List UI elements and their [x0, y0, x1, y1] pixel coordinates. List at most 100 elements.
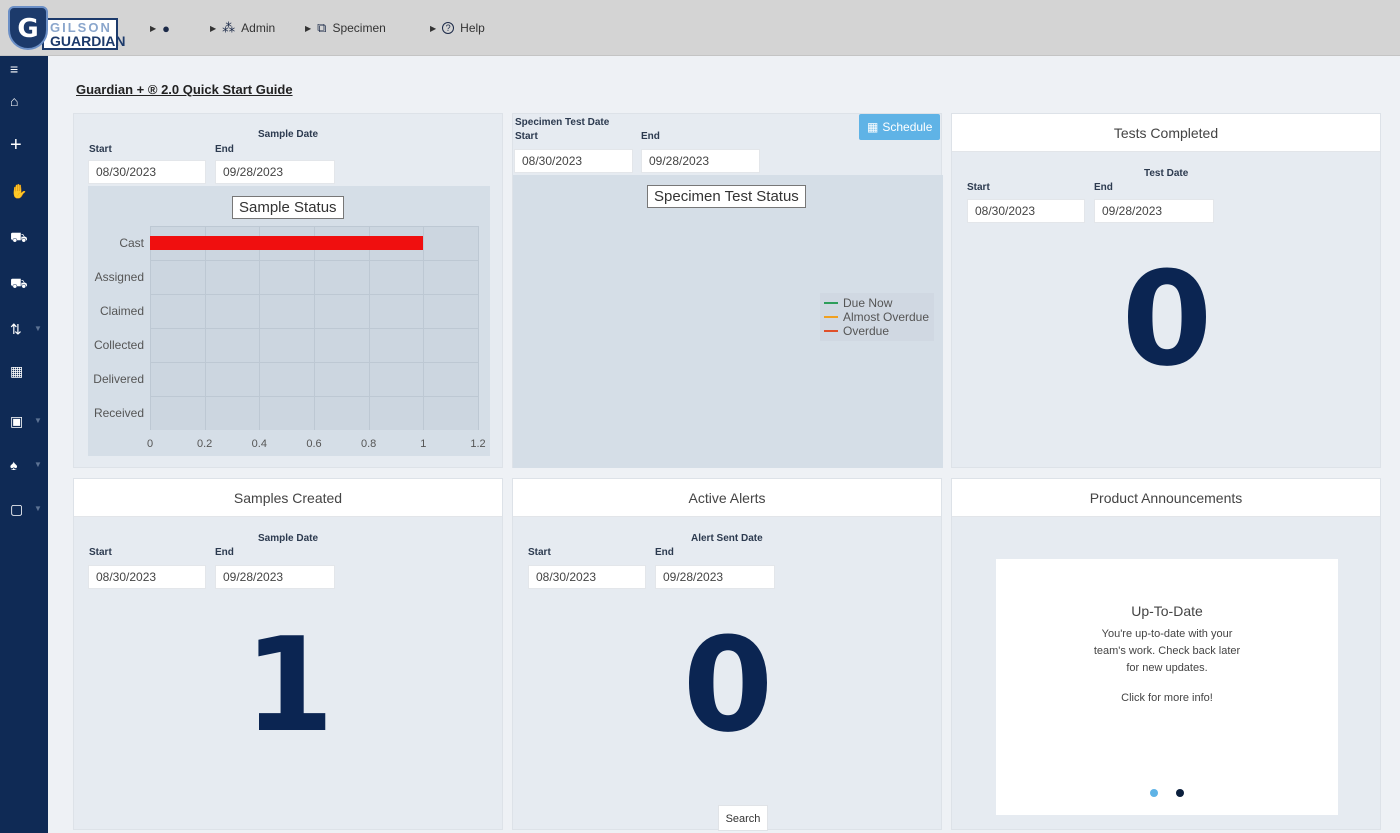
legend-swatch [824, 330, 838, 332]
caret-right-icon: ▶ [430, 23, 437, 33]
legend-item-due-now[interactable]: Due Now [824, 296, 930, 310]
shield-icon: G [8, 6, 48, 50]
category-label: Received [93, 406, 144, 420]
sidebar-item-transfer[interactable]: ⇅ ▼ [0, 318, 48, 342]
announcement-more-info-link[interactable]: Click for more info! [1121, 692, 1213, 704]
tests-completed-count[interactable]: 0 [1121, 243, 1213, 395]
nav-admin-label: Admin [241, 21, 276, 35]
end-label: End [1094, 182, 1113, 193]
calendar-icon: ▦ [867, 120, 879, 134]
end-label: End [215, 547, 234, 558]
announcement-line-2: team's work. Check back later [1093, 645, 1241, 657]
x-tick-label: 0 [146, 438, 154, 450]
bell-icon: ♠ [10, 457, 18, 473]
legend-item-overdue[interactable]: Overdue [824, 324, 930, 338]
start-date-input[interactable]: 08/30/2023 [528, 565, 646, 589]
end-date-input[interactable]: 09/28/2023 [641, 149, 760, 173]
end-label: End [215, 144, 234, 155]
start-label: Start [515, 131, 538, 142]
truck-icon: ⛟ [10, 275, 28, 291]
end-label: End [655, 547, 674, 558]
sample-status-chart: Sample Status Cast Assigned Claimed Collect… [88, 186, 490, 456]
samples-created-panel: Samples Created Sample Date Start End 08… [73, 478, 503, 830]
specimen-test-status-panel: Specimen Test Date Start End 08/30/2023 … [512, 113, 943, 468]
start-date-input[interactable]: 08/30/2023 [514, 149, 633, 173]
start-date-input[interactable]: 08/30/2023 [88, 160, 206, 184]
samples-created-count[interactable]: 1 [243, 609, 335, 761]
sidebar-item-delivery[interactable]: ⛟ [0, 272, 48, 296]
start-date-input[interactable]: 08/30/2023 [967, 199, 1085, 223]
sidebar-item-alerts[interactable]: ♠ ▼ [0, 454, 48, 478]
sidebar-item-collect[interactable]: ✋ [0, 180, 48, 204]
schedule-button[interactable]: ▦ Schedule [859, 114, 941, 140]
nav-user-menu[interactable]: ▶ ● [150, 0, 170, 56]
sidebar-item-home[interactable]: ⌂ [0, 90, 48, 114]
chart-gridline [478, 226, 479, 430]
x-tick-label: 1 [420, 438, 427, 450]
announcement-card[interactable]: Up-To-Date You're up-to-date with your t… [996, 559, 1338, 815]
sidebar-item-add[interactable]: + [0, 134, 48, 158]
active-alerts-count[interactable]: 0 [682, 609, 774, 761]
chart-gridline [150, 226, 478, 227]
chart-title: Sample Status [232, 196, 344, 219]
category-label: Cast [119, 236, 144, 250]
carousel-dot[interactable] [1150, 789, 1158, 797]
test-date-filter-title: Test Date [1144, 168, 1189, 179]
caret-right-icon: ▶ [305, 23, 312, 33]
legend-item-almost-overdue[interactable]: Almost Overdue [824, 310, 930, 324]
logo-bottom-text: GUARDIAN [50, 33, 126, 49]
sidebar-item-calculator[interactable]: ▣ ▼ [0, 410, 48, 434]
panel-title: Active Alerts [513, 479, 941, 517]
end-date-input[interactable]: 09/28/2023 [215, 565, 335, 589]
sample-status-panel: Sample Date Start End 08/30/2023 09/28/2… [73, 113, 503, 468]
bar-cast[interactable] [150, 236, 424, 251]
announcement-line-1: You're up-to-date with your [1101, 628, 1233, 640]
start-label: Start [528, 547, 551, 558]
sidebar: ≡ ⌂ + ✋ ⛟ ⛟ ⇅ ▼ ▦ ▣ ▼ ♠ ▼ ▢ ▼ [0, 56, 48, 833]
chevron-down-icon: ▼ [34, 504, 42, 513]
legend-swatch [824, 302, 838, 304]
logo-top-text: GILSON [50, 20, 112, 35]
nav-specimen-label: Specimen [332, 21, 386, 35]
chevron-down-icon: ▼ [34, 460, 42, 469]
chart-legend: Due Now Almost Overdue Overdue [820, 293, 934, 341]
specimen-test-date-filter-title: Specimen Test Date [515, 117, 610, 128]
schedule-button-label: Schedule [882, 120, 933, 134]
quick-start-guide-link[interactable]: Guardian + ® 2.0 Quick Start Guide [76, 82, 293, 97]
clipboard-icon: ▢ [10, 501, 24, 517]
top-navbar: GILSON GUARDIAN G ▶ ● ▶ ⁂ Admin ▶ ⧉ Spec… [0, 0, 1400, 56]
sidebar-item-qr[interactable]: ▦ [0, 360, 48, 384]
sidebar-item-cart[interactable]: ⛟ [0, 226, 48, 250]
calculator-icon: ▣ [10, 413, 24, 429]
home-icon: ⌂ [10, 93, 19, 109]
sort-icon: ⇅ [10, 321, 22, 337]
nav-help-menu[interactable]: ▶ ? Help [430, 0, 485, 56]
specimen-icon: ⧉ [317, 20, 327, 35]
x-tick-label: 0.2 [197, 438, 213, 450]
nav-admin-menu[interactable]: ▶ ⁂ Admin [210, 0, 275, 56]
x-tick-label: 0.4 [251, 438, 267, 450]
product-announcements-panel: Product Announcements Up-To-Date You're … [951, 478, 1381, 830]
start-date-input[interactable]: 08/30/2023 [88, 565, 206, 589]
start-label: Start [89, 144, 112, 155]
chart-gridline [150, 362, 478, 363]
gilson-guardian-logo[interactable]: GILSON GUARDIAN G [6, 4, 125, 52]
category-label: Delivered [93, 372, 144, 386]
sitemap-icon: ⁂ [222, 20, 236, 35]
carousel-dot-active[interactable] [1176, 789, 1184, 797]
sidebar-item-reports[interactable]: ▢ ▼ [0, 498, 48, 522]
end-date-input[interactable]: 09/28/2023 [655, 565, 775, 589]
sidebar-menu-toggle[interactable]: ≡ [0, 58, 48, 82]
end-date-input[interactable]: 09/28/2023 [1094, 199, 1214, 223]
category-label: Assigned [94, 270, 144, 284]
hand-icon: ✋ [10, 183, 28, 199]
alert-sent-date-filter-title: Alert Sent Date [691, 533, 763, 544]
end-date-input[interactable]: 09/28/2023 [215, 160, 335, 184]
end-label: End [641, 131, 660, 142]
chart-title: Specimen Test Status [647, 185, 806, 208]
legend-label: Due Now [843, 296, 893, 310]
active-alerts-panel: Active Alerts Alert Sent Date Start End … [512, 478, 942, 831]
chevron-down-icon: ▼ [34, 324, 42, 333]
nav-specimen-menu[interactable]: ▶ ⧉ Specimen [305, 0, 386, 56]
search-button[interactable]: Search [718, 805, 768, 831]
